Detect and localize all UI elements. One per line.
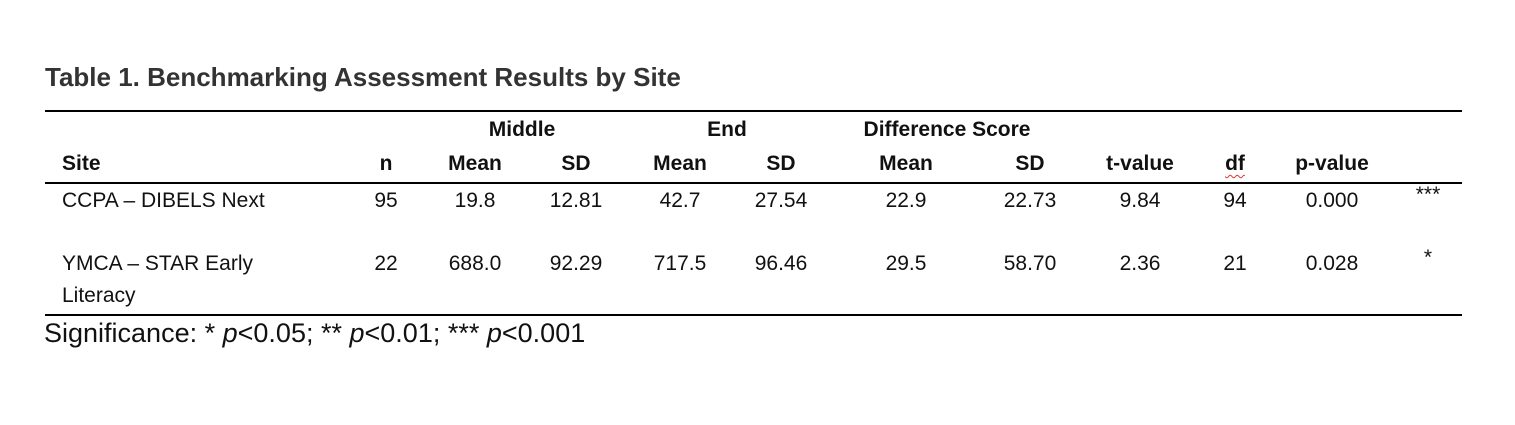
column-header: p-value	[1295, 148, 1369, 180]
table-cell: 9.84	[1120, 185, 1161, 217]
column-header: Mean	[653, 148, 707, 180]
table-cell: 96.46	[755, 248, 808, 280]
table-cell: 2.36	[1120, 248, 1161, 280]
column-header: Mean	[879, 148, 933, 180]
column-header: n	[380, 148, 393, 180]
table-cell: 21	[1223, 248, 1246, 280]
column-header: Site	[62, 148, 302, 180]
column-header: df	[1225, 148, 1245, 180]
group-header: Middle	[489, 114, 556, 146]
site-name: YMCA – STAR Early Literacy	[62, 248, 302, 312]
table-cell: 12.81	[550, 185, 603, 217]
footnote: Significance: * p<0.05; ** p<0.01; *** p…	[44, 318, 585, 349]
table-cell: 42.7	[660, 185, 701, 217]
table-cell: *	[1424, 242, 1432, 274]
group-header: End	[707, 114, 747, 146]
column-header: t-value	[1106, 148, 1174, 180]
table-cell: 0.028	[1306, 248, 1359, 280]
site-name: CCPA – DIBELS Next	[62, 185, 302, 217]
table-cell: 27.54	[755, 185, 808, 217]
column-header: Mean	[448, 148, 502, 180]
table-title: Table 1. Benchmarking Assessment Results…	[45, 62, 681, 93]
group-header: Difference Score	[864, 114, 1031, 146]
footnote-text: <0.001	[502, 318, 585, 348]
table-cell: 95	[374, 185, 397, 217]
table-cell: 0.000	[1306, 185, 1359, 217]
table-cell: 19.8	[455, 185, 496, 217]
column-header: SD	[766, 148, 795, 180]
table-cell: 22.9	[886, 185, 927, 217]
footnote-italic: p	[223, 318, 238, 348]
bottom-rule	[45, 314, 1462, 316]
column-header: SD	[561, 148, 590, 180]
footnote-text: <0.01; ***	[365, 318, 487, 348]
table-cell: 58.70	[1004, 248, 1057, 280]
footnote-text: <0.05; **	[238, 318, 350, 348]
top-rule	[45, 110, 1462, 112]
page: Table 1. Benchmarking Assessment Results…	[0, 0, 1515, 425]
table-cell: 29.5	[886, 248, 927, 280]
table-cell: 22.73	[1004, 185, 1057, 217]
footnote-text: Significance: *	[44, 318, 223, 348]
table-cell: 94	[1223, 185, 1246, 217]
header-rule	[45, 182, 1462, 184]
table-cell: ***	[1416, 179, 1441, 211]
table-cell: 717.5	[654, 248, 707, 280]
footnote-italic: p	[349, 318, 364, 348]
footnote-italic: p	[487, 318, 502, 348]
table-cell: 688.0	[449, 248, 502, 280]
table-cell: 92.29	[550, 248, 603, 280]
table-cell: 22	[374, 248, 397, 280]
column-header: SD	[1015, 148, 1044, 180]
